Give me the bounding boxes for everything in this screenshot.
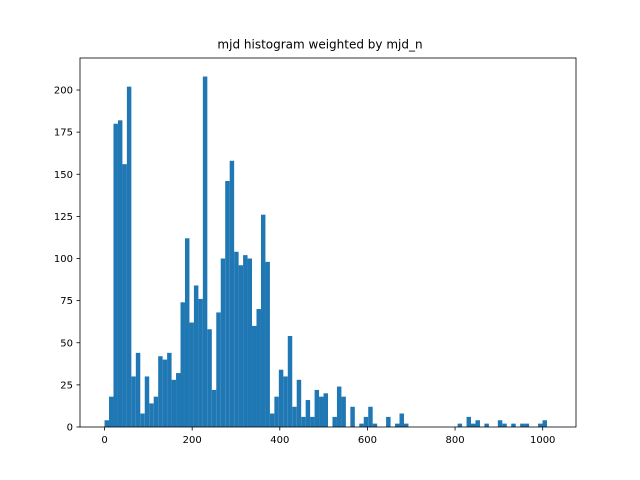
histogram-bar [135, 352, 141, 427]
histogram-bar [399, 413, 404, 427]
histogram-bar [457, 423, 463, 427]
histogram-bar [122, 164, 127, 427]
histogram-bar [202, 76, 208, 427]
histogram-bar [198, 298, 203, 427]
histogram-bar [542, 420, 547, 427]
histogram-bar [126, 86, 132, 427]
histogram-bar [332, 416, 337, 427]
histogram-bar [386, 416, 391, 427]
histogram-bar [234, 251, 239, 427]
histogram-bar [207, 329, 212, 427]
histogram-bar [341, 396, 346, 427]
histogram-bar [471, 423, 476, 427]
histogram-bar [359, 423, 364, 427]
y-axis: 0 25 50 75 100 125 150 175 200 [54, 86, 80, 434]
histogram-bar [131, 376, 136, 427]
histogram-bar [162, 359, 168, 427]
histogram-bar [403, 423, 409, 427]
histogram-bar [238, 265, 244, 427]
x-tick-label: 800 [446, 435, 465, 446]
y-tick-label: 75 [60, 296, 73, 307]
histogram-bar [225, 181, 230, 427]
x-tick-label: 400 [270, 435, 289, 446]
histogram-bar [283, 376, 288, 427]
histogram-bar [368, 406, 373, 427]
histogram-bar [176, 373, 181, 427]
chart-title: mjd histogram weighted by mjd_n [217, 38, 422, 52]
histogram-bar [511, 423, 516, 427]
histogram-bar [256, 309, 261, 427]
histogram-bar [287, 336, 293, 427]
x-axis: 0 200 400 600 800 1000 [101, 427, 555, 446]
histogram-bar [538, 423, 543, 427]
histogram-bar [189, 322, 194, 427]
histogram-bar [292, 406, 297, 427]
histogram-bar [243, 255, 248, 427]
histogram-bar [323, 393, 328, 427]
histogram-bar [109, 396, 114, 427]
histogram-bar [296, 379, 302, 427]
histogram-bar [229, 160, 235, 427]
histogram-bar [167, 352, 172, 427]
x-tick-label: 600 [358, 435, 377, 446]
x-tick-label: 1000 [530, 435, 555, 446]
histogram-bar [278, 369, 284, 427]
histogram-bar [484, 423, 489, 427]
y-tick-label: 200 [54, 86, 73, 97]
histogram-bar [497, 420, 503, 427]
y-tick-label: 175 [54, 128, 73, 139]
histogram-bar [211, 389, 217, 427]
histogram-bar [336, 386, 342, 427]
histogram-bar [502, 423, 507, 427]
histogram-bar [247, 258, 253, 427]
plot-frame [79, 57, 577, 428]
y-tick-label: 0 [67, 423, 73, 434]
y-tick-label: 150 [54, 170, 73, 181]
histogram-bar [220, 258, 226, 427]
histogram-bar [171, 379, 177, 427]
histogram-bar [140, 413, 145, 427]
y-tick-label: 100 [54, 254, 73, 265]
histogram-bar [466, 416, 472, 427]
histogram-bar [104, 420, 110, 427]
histogram-bar [314, 389, 320, 427]
histogram-bar [113, 123, 118, 428]
histogram-bar [117, 120, 123, 427]
histogram-bar [180, 302, 185, 427]
histogram-bar [350, 406, 355, 427]
y-tick-label: 125 [54, 212, 73, 223]
histogram-bar [310, 416, 315, 427]
histogram-bar [363, 416, 369, 427]
histogram-bar [184, 238, 190, 427]
histogram-bar [269, 413, 275, 427]
histogram-bar [395, 423, 400, 427]
histogram-bar [475, 420, 480, 427]
histogram-bar [274, 396, 279, 427]
histogram-bar [305, 400, 311, 427]
histogram-bar [260, 214, 266, 427]
x-tick-label: 200 [183, 435, 202, 446]
histogram-bar [252, 325, 257, 427]
histogram-bar [301, 416, 306, 427]
histogram-bar [193, 285, 199, 427]
histogram-bar [372, 423, 378, 427]
histogram-bar [216, 312, 221, 427]
y-tick-label: 25 [60, 380, 73, 391]
histogram-bar [144, 376, 150, 427]
histogram-bar [520, 423, 525, 427]
histogram-bar [149, 403, 154, 427]
x-tick-label: 0 [101, 435, 107, 446]
y-tick-label: 50 [60, 338, 73, 349]
histogram-bar [524, 423, 530, 427]
histogram-bar [153, 396, 159, 427]
histogram-bar [265, 261, 270, 427]
histogram-bar [319, 396, 324, 427]
histogram-bar [158, 356, 163, 427]
bars-group [104, 76, 547, 428]
